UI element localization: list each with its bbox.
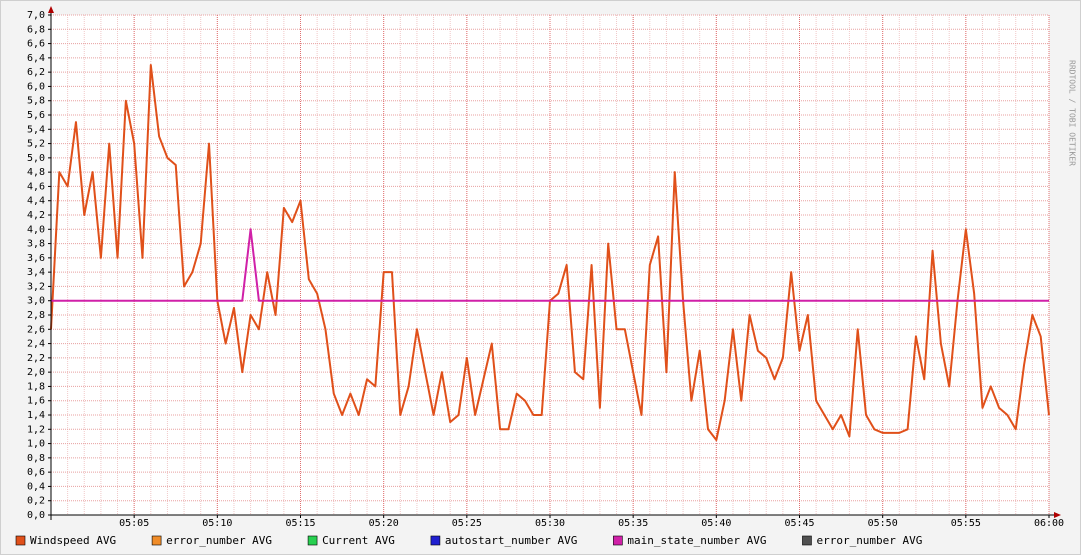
y-tick-label: 4,6 [27,181,45,192]
y-tick-label: 2,2 [27,353,45,364]
y-tick-label: 3,6 [27,253,45,264]
y-tick-label: 6,4 [27,53,45,64]
y-tick-label: 4,8 [27,167,45,178]
y-tick-label: 5,6 [27,110,45,121]
y-tick-label: 1,6 [27,396,45,407]
legend-label: autostart_number AVG [445,534,577,547]
legend-swatch [613,535,623,546]
y-tick-label: 6,0 [27,81,45,92]
x-tick-label: 06:00 [1034,518,1064,529]
x-tick-label: 05:55 [951,518,981,529]
y-tick-label: 0,0 [27,510,45,521]
y-tick-label: 4,0 [27,224,45,235]
legend-swatch [430,535,441,546]
legend-label: error_number AVG [166,534,272,547]
x-tick-label: 05:40 [701,518,731,529]
y-tick-label: 3,8 [27,239,45,250]
legend-swatch [15,535,26,546]
y-tick-label: 2,0 [27,367,45,378]
legend-label: Windspeed AVG [30,534,116,547]
x-tick-label: 05:20 [369,518,399,529]
y-tick-label: 5,2 [27,139,45,150]
x-tick-label: 05:25 [452,518,482,529]
x-tick-label: 05:05 [119,518,149,529]
y-tick-label: 4,4 [27,196,45,207]
x-tick-label: 05:35 [618,518,648,529]
watermark: RRDTOOL / TOBI OETIKER [1068,60,1077,166]
x-tick-label: 05:45 [784,518,814,529]
x-tick-label: 05:30 [535,518,565,529]
y-tick-label: 6,8 [27,24,45,35]
y-tick-label: 3,4 [27,267,45,278]
y-tick-label: 2,4 [27,339,45,350]
x-tick-label: 05:50 [868,518,898,529]
y-tick-label: 0,8 [27,453,45,464]
y-tick-label: 1,8 [27,381,45,392]
legend-label: Current AVG [322,534,395,547]
y-tick-label: 1,0 [27,439,45,450]
legend-label: main_state_number AVG [627,534,766,547]
legend-swatch [802,535,812,546]
y-tick-label: 0,2 [27,496,45,507]
y-tick-label: 6,6 [27,39,45,50]
legend-swatch [151,535,162,546]
y-tick-label: 7,0 [27,10,45,21]
y-tick-label: 4,2 [27,210,45,221]
series-lines [50,64,1050,441]
series-line [51,228,1049,302]
x-tick-label: 05:15 [285,518,315,529]
y-tick-label: 5,8 [27,96,45,107]
y-tick-label: 6,2 [27,67,45,78]
y-tick-label: 5,4 [27,124,45,135]
y-tick-label: 1,2 [27,424,45,435]
y-tick-label: 0,4 [27,481,45,492]
x-tick-label: 05:10 [202,518,232,529]
y-arrow [48,6,54,13]
y-tick-label: 1,4 [27,410,45,421]
y-tick-label: 0,6 [27,467,45,478]
axes [48,6,1061,520]
y-tick-label: 2,6 [27,324,45,335]
y-tick-label: 3,0 [27,296,45,307]
y-tick-label: 5,0 [27,153,45,164]
y-tick-label: 3,2 [27,281,45,292]
x-arrow [1054,512,1061,518]
legend-label: error_number AVG [816,534,922,547]
y-tick-label: 2,8 [27,310,45,321]
legend-swatch [307,535,318,546]
